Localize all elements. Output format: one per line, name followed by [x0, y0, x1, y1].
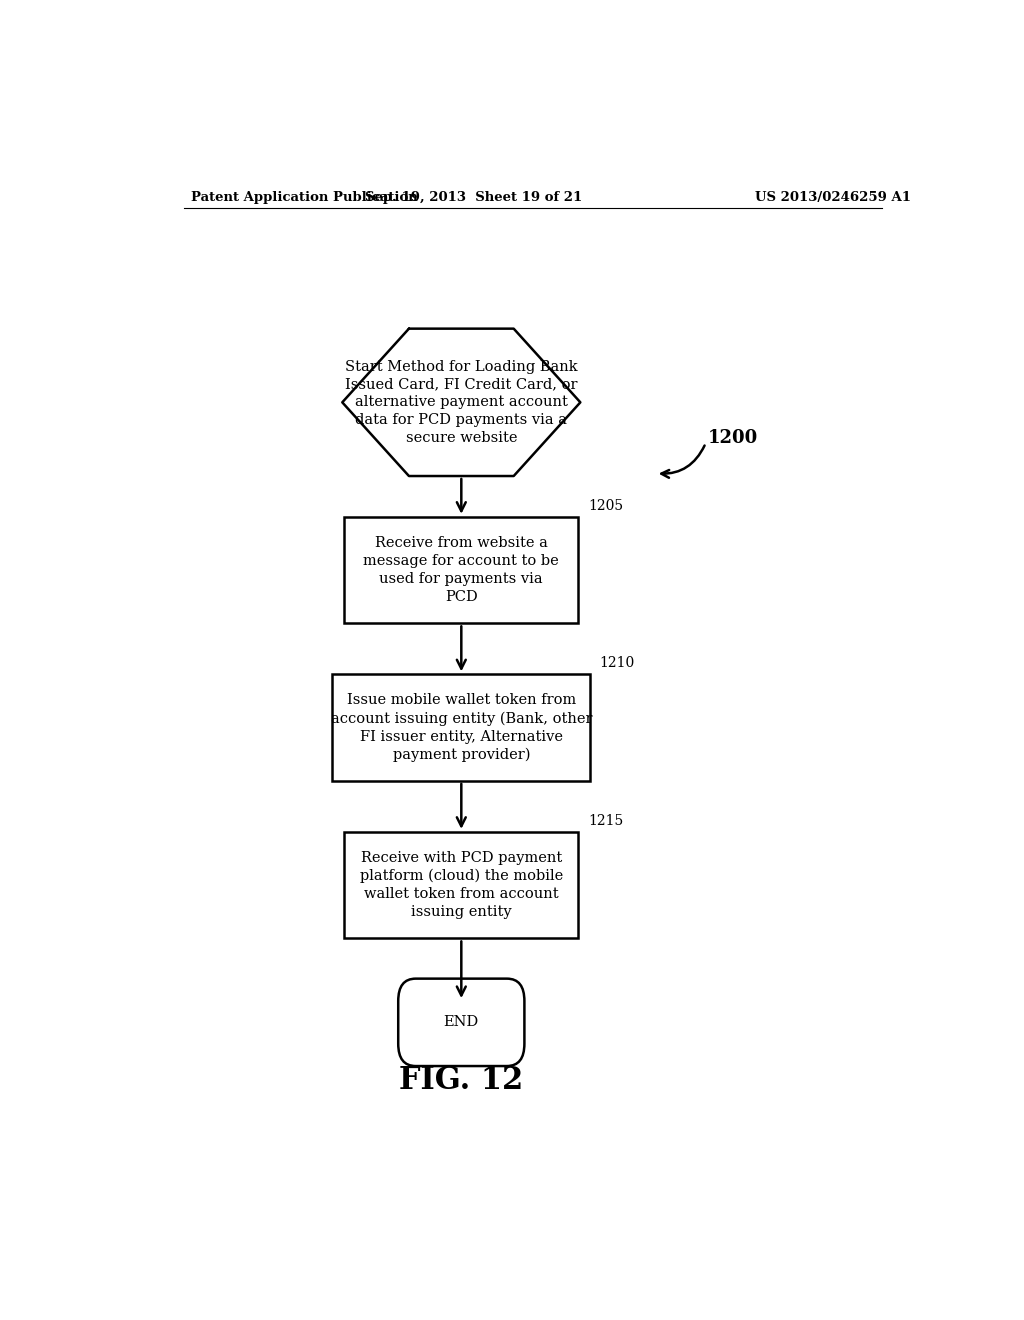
Text: 1205: 1205	[588, 499, 623, 512]
Text: Sep. 19, 2013  Sheet 19 of 21: Sep. 19, 2013 Sheet 19 of 21	[365, 190, 582, 203]
Text: 1210: 1210	[600, 656, 635, 671]
Bar	[344, 516, 579, 623]
Bar	[333, 675, 590, 781]
Text: US 2013/0246259 A1: US 2013/0246259 A1	[755, 190, 911, 203]
Text: Patent Application Publication: Patent Application Publication	[191, 190, 418, 203]
Text: Receive with PCD payment
platform (cloud) the mobile
wallet token from account
i: Receive with PCD payment platform (cloud…	[359, 851, 563, 919]
Bar	[344, 832, 579, 939]
Text: Issue mobile wallet token from
account issuing entity (Bank, other
FI issuer ent: Issue mobile wallet token from account i…	[331, 693, 592, 762]
Text: END: END	[443, 1015, 479, 1030]
Text: Receive from website a
message for account to be
used for payments via
PCD: Receive from website a message for accou…	[364, 536, 559, 603]
Text: 1215: 1215	[588, 813, 624, 828]
Text: Start Method for Loading Bank
Issued Card, FI Credit Card, or
alternative paymen: Start Method for Loading Bank Issued Car…	[345, 359, 578, 445]
Text: 1200: 1200	[708, 429, 758, 447]
Text: FIG. 12: FIG. 12	[399, 1065, 523, 1096]
